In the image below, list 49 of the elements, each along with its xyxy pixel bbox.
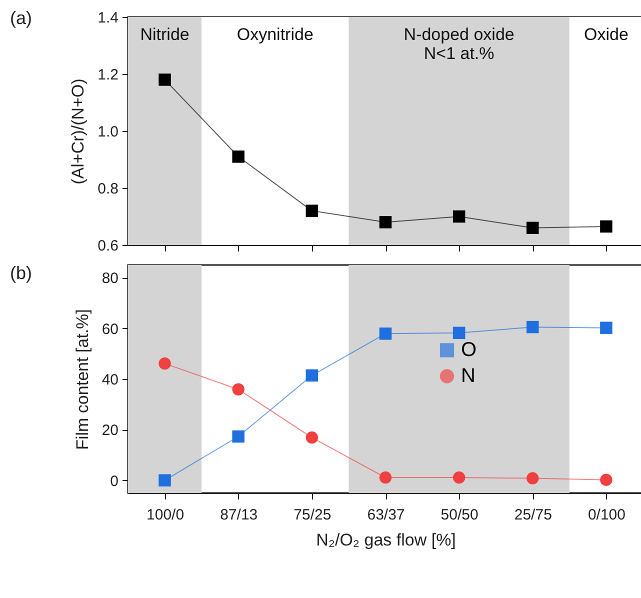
legend-label: N [461,365,476,388]
point [306,369,318,382]
y-tick-label: 0.6 [98,238,118,254]
point [600,322,612,334]
band-label: Oxynitride [236,25,314,44]
point [452,471,466,484]
point [526,472,539,484]
point [526,222,539,234]
chart-title: (b) [10,263,32,283]
x-tick-label: 87/13 [220,506,258,524]
legend-label: O [461,339,477,362]
y-tick-label: 1.0 [98,124,118,140]
point [232,383,244,396]
x-tick-label: 100/0 [146,506,184,524]
x-axis-title: N₂/O₂ gas flow [%] [316,530,456,550]
x-tick-label: 0/100 [588,506,626,524]
y-tick-label: 1.4 [98,10,118,26]
point [232,150,244,163]
y-tick-label: 0.8 [98,180,118,198]
point [379,328,392,340]
point [232,430,244,443]
point [452,210,466,223]
point [379,216,392,228]
point [158,474,171,486]
y-tick-label: 80 [102,270,118,288]
y-axis-title: Film content [at.%] [72,309,92,450]
x-tick-label: 50/50 [440,506,478,524]
point [600,474,612,486]
band-label: Oxide [584,25,628,44]
point [306,431,318,444]
point [526,320,539,334]
y-tick-label: 0 [110,472,118,490]
x-tick-label: 63/37 [367,506,405,524]
y-tick-label: 1.2 [98,66,118,84]
y-axis-title: (Al+Cr)/(N+O) [68,78,88,184]
x-tick-label: 25/75 [514,506,552,524]
y-tick-label: 60 [102,320,118,338]
point [158,357,171,370]
point [158,74,171,86]
point [452,326,466,340]
point [306,204,318,217]
chart-title: (a) [10,8,32,28]
y-tick-label: 20 [102,422,118,440]
y-tick-label: 40 [102,372,118,388]
band-label: Nitride [140,25,190,44]
point [600,220,612,233]
point [379,471,392,484]
band-label: N-doped oxide N<1 at.% [404,25,514,63]
x-tick-label: 75/25 [294,506,332,524]
